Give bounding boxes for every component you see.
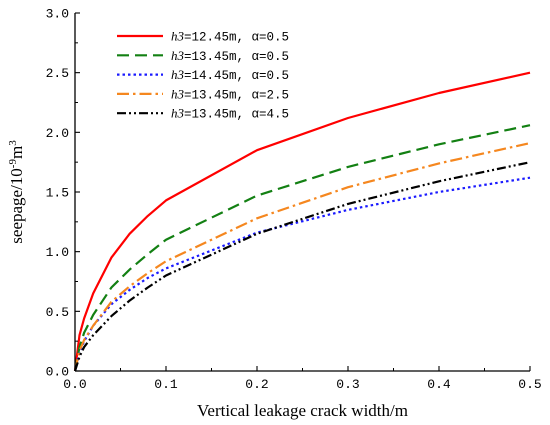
legend-entry-value: =13.45m, α=0.5 [184,50,289,64]
series-line-4 [73,142,531,372]
y-tick-label: 2.0 [46,126,69,141]
y-axis-label-exponent-2: 3 [7,140,19,146]
x-tick-label: 0.5 [518,377,541,392]
legend-entry-variable: h3 [171,67,185,82]
y-tick-label: 1.5 [46,186,69,201]
y-axis-label-unit: m [7,146,26,159]
x-axis-ticks: 0.0 0.1 0.2 0.3 0.4 0.5 [63,366,542,392]
legend-entry-value: =13.45m, α=4.5 [184,108,289,122]
legend-entry-value: =13.45m, α=2.5 [184,88,289,102]
x-tick-label: 0.2 [245,377,268,392]
y-axis-label: seepage/10-9m3 [7,140,26,244]
legend-entry-2: h3=13.45m, α=0.5 [171,48,289,64]
legend-entry-variable: h3 [171,48,185,63]
series-line-5 [73,161,531,372]
x-tick-label: 0.3 [336,377,359,392]
y-axis-label-prefix: seepage/10 [7,168,26,244]
x-tick-label: 0.1 [154,377,178,392]
legend-entry-4: h3=13.45m, α=2.5 [171,86,289,102]
series-line-3 [73,176,531,372]
y-tick-label: 2.5 [46,66,69,81]
y-tick-label: 3.0 [46,7,69,22]
legend-entry-5: h3=13.45m, α=4.5 [171,106,289,122]
series-line-1 [73,71,531,372]
y-axis-label-exponent-1: -9 [7,159,19,169]
legend-entry-value: =12.45m, α=0.5 [184,31,289,45]
legend-entry-variable: h3 [171,86,185,101]
y-tick-label: 0.5 [46,305,69,320]
y-axis-ticks: 0.0 0.5 1.0 1.5 2.0 2.5 3.0 [46,7,80,380]
legend-entry-1: h3=12.45m, α=0.5 [171,29,289,45]
legend-entry-3: h3=14.45m, α=0.5 [171,67,289,83]
series-layer [73,71,531,372]
x-axis-label: Vertical leakage crack width/m [197,401,408,420]
legend-entry-variable: h3 [171,106,185,121]
legend-entry-variable: h3 [171,29,185,44]
axes-layer [74,13,530,372]
legend: h3=12.45m, α=0.5h3=13.45m, α=0.5h3=14.45… [117,29,289,122]
legend-entry-value: =14.45m, α=0.5 [184,69,289,83]
series-line-2 [73,124,531,372]
y-tick-label: 0.0 [46,365,69,380]
x-tick-label: 0.4 [427,377,451,392]
y-tick-label: 1.0 [46,245,69,260]
x-tick-label: 0.0 [63,377,86,392]
